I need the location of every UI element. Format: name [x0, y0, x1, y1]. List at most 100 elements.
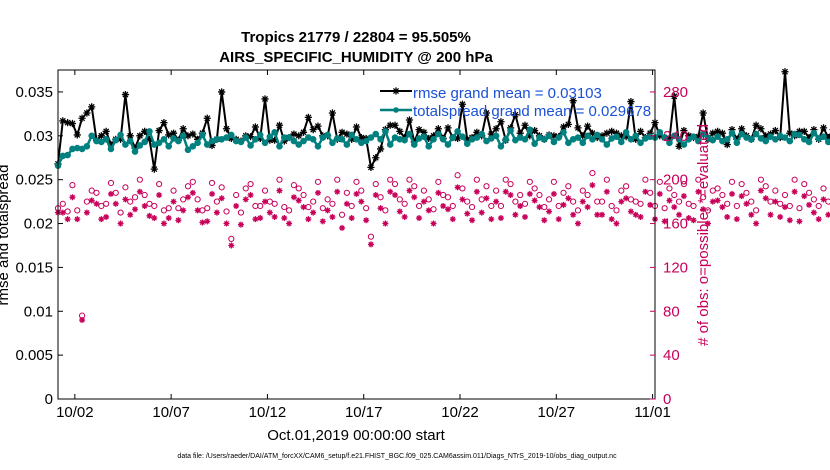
totalspread-point [285, 134, 293, 141]
rmse-point [622, 133, 630, 141]
rmse-point [141, 127, 149, 136]
x-tick-label: 10/27 [538, 404, 576, 421]
rmse-point [723, 140, 731, 149]
totalspread-point [685, 136, 693, 143]
rmse-point [564, 120, 572, 128]
obs-evaluated-point [762, 195, 769, 202]
rmse-point [256, 134, 264, 143]
rmse-point [728, 126, 736, 134]
obs-evaluated-point [146, 212, 153, 219]
rmse-point [579, 132, 587, 140]
obs-evaluated-point [266, 209, 273, 216]
totalspread-point [579, 139, 587, 147]
totalspread-point [723, 136, 731, 143]
obs-evaluated-point [623, 195, 630, 202]
obs-possible-point [531, 185, 538, 192]
rmse-point [155, 126, 163, 135]
totalspread-point [661, 134, 668, 141]
obs-possible-point [372, 180, 379, 188]
totalspread-point [593, 131, 601, 139]
obs-possible-point [632, 198, 639, 205]
totalspread-point [290, 137, 298, 145]
rmse-point [670, 92, 678, 100]
obs-evaluated-point [589, 182, 596, 189]
rmse-point [290, 130, 298, 138]
rmse-point [376, 145, 385, 153]
obs-evaluated-point [396, 208, 403, 215]
obs-possible-point [627, 196, 635, 203]
rmse-point [78, 114, 86, 122]
obs-evaluated-point [88, 197, 95, 204]
obs-evaluated-point [151, 215, 158, 222]
obs-evaluated-point [223, 220, 230, 227]
rmse-point [131, 144, 139, 152]
obs-possible-point [545, 196, 553, 203]
obs-evaluated-point [579, 198, 586, 205]
plot-frame [57, 69, 656, 400]
obs-evaluated-point [425, 207, 432, 214]
obs-possible-point [112, 189, 119, 196]
obs-evaluated-point [64, 216, 71, 223]
totalspread-point [199, 131, 206, 139]
rmse-point [819, 124, 828, 132]
rmse-point [574, 124, 582, 132]
totalspread-point [189, 143, 197, 150]
obs-possible-point [825, 198, 830, 205]
totalspread-point [256, 131, 264, 139]
obs-possible-point [613, 207, 620, 214]
obs-evaluated-point [213, 209, 220, 216]
rmse-point [116, 135, 125, 143]
obs-possible-point [401, 200, 408, 207]
x-tick-label: 10/02 [56, 404, 94, 421]
rmse-point [266, 136, 274, 144]
obs-possible-point [353, 178, 360, 185]
obs-evaluated-point [791, 188, 798, 195]
obs-possible-point [440, 191, 447, 199]
rmse-point [680, 126, 688, 135]
obs-possible-point [589, 169, 596, 177]
totalspread-point [589, 136, 596, 143]
totalspread-point [175, 137, 182, 145]
obs-evaluated-point [59, 209, 66, 216]
obs-evaluated-point [753, 220, 760, 227]
obs-possible-point [623, 183, 630, 190]
totalspread-point [98, 138, 105, 146]
rmse-point [795, 127, 804, 136]
obs-evaluated-point [218, 195, 225, 202]
chart-title-line1: Tropics 21779 / 22804 = 95.505% [241, 29, 471, 46]
totalspread-point [617, 138, 625, 146]
obs-evaluated-point [363, 217, 370, 224]
obs-possible-point [338, 211, 346, 218]
obs-evaluated-point [324, 207, 331, 214]
obs-evaluated-point [825, 211, 830, 218]
obs-evaluated-point [79, 317, 86, 324]
obs-possible-point [314, 178, 322, 185]
rmse-point [338, 128, 346, 136]
obs-evaluated-point [632, 211, 639, 218]
rmse-point [608, 127, 616, 136]
rmse-point [675, 142, 683, 150]
obs-possible-point [507, 180, 514, 188]
obs-possible-point [671, 191, 678, 199]
obs-possible-point [464, 198, 471, 205]
totalspread-point [704, 134, 712, 141]
totalspread-point [252, 136, 259, 143]
rmse-point [603, 129, 611, 137]
obs-possible-point [786, 202, 793, 210]
rmse-point [531, 126, 539, 135]
rmse-point [179, 125, 187, 133]
rmse-point [699, 109, 707, 117]
y-tick-label-right: 40 [663, 347, 680, 364]
rmse-point [68, 119, 77, 128]
totalspread-point [319, 134, 327, 141]
totalspread-point [796, 131, 803, 139]
obs-possible-point [290, 182, 298, 189]
rmse-point [352, 123, 361, 131]
obs-possible-point [666, 185, 673, 192]
rmse-point [309, 126, 317, 134]
rmse-point [713, 127, 722, 136]
legend-rmse-marker [392, 87, 400, 95]
obs-possible-point [233, 191, 240, 199]
obs-evaluated-point [454, 184, 461, 191]
obs-possible-point [488, 202, 495, 210]
